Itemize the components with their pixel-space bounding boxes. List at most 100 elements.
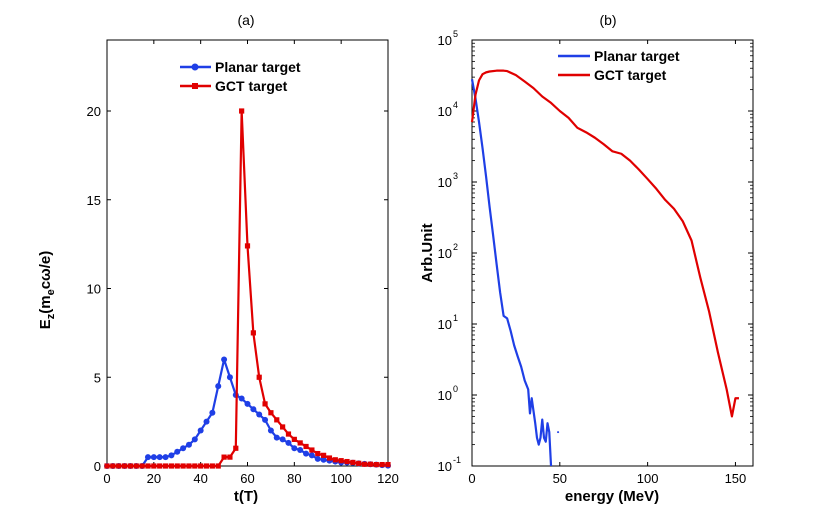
a-point-planar (267, 427, 274, 434)
a-point-planar (168, 452, 175, 459)
y-label-main: E (37, 319, 54, 329)
b-ytick-label: 10 (438, 175, 452, 190)
b-xtick-label: 50 (553, 471, 567, 486)
a-point-gct (332, 457, 338, 463)
b-ytick-base: 10 (438, 104, 452, 119)
a-point-planar (262, 416, 269, 423)
legend-gct-label: GCT target (215, 78, 288, 94)
a-point-gct (239, 108, 245, 114)
a-xtick-label: 100 (330, 471, 352, 486)
panel-a-legend: Planar target GCT target (180, 59, 301, 94)
a-ytick-label: 15 (87, 193, 101, 208)
a-point-planar (285, 439, 292, 446)
panel-b-plot-frame (471, 39, 754, 467)
a-point-gct (227, 454, 233, 460)
b-ytick-label: 10 (438, 459, 452, 474)
a-point-gct (285, 431, 292, 437)
a-point-gct (168, 463, 174, 469)
b-series-line-planar (470, 79, 553, 467)
a-point-gct (274, 417, 280, 423)
b-ytick-exponent: 3 (453, 171, 458, 181)
a-point-planar (156, 454, 163, 461)
a-point-gct (244, 243, 251, 249)
a-point-gct (338, 458, 344, 464)
a-point-planar (256, 411, 263, 418)
a-point-gct (104, 463, 110, 469)
a-point-gct (321, 452, 327, 458)
a-point-gct (256, 374, 262, 380)
a-series-line-planar (107, 358, 389, 468)
b-ytick-exponent: 4 (453, 100, 458, 110)
a-point-planar (185, 441, 192, 448)
panel-b-series (470, 69, 739, 467)
a-xtick-label: 0 (103, 471, 110, 486)
a-point-planar (209, 409, 216, 416)
panel-b-x-axis-label: energy (MeV) (565, 488, 659, 505)
legend-gct-label-b: GCT target (594, 67, 667, 83)
a-point-gct (309, 447, 315, 453)
a-point-gct (186, 463, 192, 469)
a-point-gct (326, 455, 333, 461)
a-point-gct (250, 330, 256, 336)
panel-b-legend: Planar target GCT target (558, 48, 680, 83)
legend-planar-marker (191, 63, 199, 71)
a-xtick-label: 20 (147, 471, 161, 486)
a-point-gct (291, 436, 297, 442)
a-point-planar (162, 454, 169, 461)
b-xtick-label: 150 (725, 471, 747, 486)
a-point-gct (356, 460, 362, 466)
a-point-planar (308, 452, 315, 459)
a-point-planar (314, 455, 321, 462)
a-point-planar (244, 400, 251, 407)
b-series-line-gct (470, 69, 739, 418)
a-point-planar (238, 395, 245, 402)
a-point-planar (197, 427, 204, 434)
b-xtick-label: 100 (637, 471, 659, 486)
b-ytick-base: 10 (438, 317, 452, 332)
a-point-gct (116, 463, 122, 469)
a-point-gct (361, 461, 368, 467)
b-ytick-base: 10 (438, 459, 452, 474)
a-point-planar (203, 418, 210, 425)
a-ytick-label: 5 (94, 370, 101, 385)
a-point-planar (320, 456, 327, 463)
a-point-gct (379, 461, 385, 468)
b-ytick-base: 10 (438, 388, 452, 403)
panel-a-y-axis-label: Ez(mecω/e) (37, 251, 57, 330)
a-point-gct (127, 463, 134, 469)
a-point-planar (303, 450, 310, 457)
a-xtick-label: 40 (193, 471, 207, 486)
b-ytick-exponent: 1 (453, 313, 458, 323)
a-point-gct (233, 445, 239, 451)
a-point-gct (209, 463, 215, 469)
legend-planar-label-b: Planar target (594, 48, 680, 64)
a-point-gct (198, 463, 204, 469)
a-point-gct (350, 459, 356, 466)
a-point-planar (191, 436, 198, 443)
a-point-gct (385, 461, 391, 468)
a-point-planar (180, 445, 187, 452)
b-ytick-exponent: 5 (453, 29, 458, 39)
a-point-gct (174, 463, 180, 469)
a-ytick-label: 0 (94, 459, 101, 474)
a-point-gct (268, 410, 274, 416)
a-point-gct (110, 463, 116, 469)
a-point-gct (297, 440, 303, 446)
a-point-gct (221, 454, 227, 460)
a-point-gct (262, 401, 268, 407)
b-ytick-label: 10 (438, 33, 452, 48)
legend-gct-marker (192, 83, 198, 89)
a-point-planar (297, 447, 304, 454)
panel-a-y-ticks: 0 5 10 15 20 (87, 104, 388, 474)
a-point-gct (215, 463, 221, 469)
svg-text:Ez(mecω/e): Ez(mecω/e) (37, 251, 57, 330)
y-label-rest: cω/e) (37, 251, 54, 290)
a-point-planar (174, 448, 181, 455)
panel-a-x-axis-label: t(T) (234, 488, 258, 505)
a-series-line-gct (107, 109, 388, 468)
b-ytick-exponent: 2 (453, 242, 458, 252)
a-point-gct (344, 458, 350, 465)
